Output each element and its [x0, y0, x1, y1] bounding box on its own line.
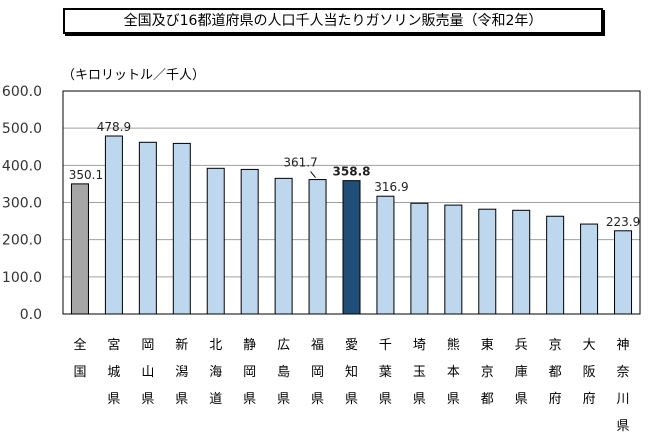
x-tick-label-char: 新	[175, 337, 188, 353]
x-tick-label-char: 岡	[311, 365, 324, 380]
x-tick-label-char: 県	[107, 392, 120, 407]
x-tick-label-char: 玉	[413, 365, 426, 380]
x-tick-label-char: 阪	[583, 365, 596, 380]
bar	[206, 167, 225, 315]
y-tick-label: 200.0	[2, 233, 42, 249]
x-tick-label-char: 岡	[141, 338, 154, 353]
x-tick-label-char: 北	[209, 338, 222, 353]
x-tick-label-char: 県	[175, 392, 188, 407]
x-tick-label-char: 川	[617, 392, 630, 407]
x-tick-label-char: 県	[345, 392, 358, 407]
x-tick-label-char: 潟	[175, 365, 188, 380]
x-tick-label-char: 全	[73, 337, 86, 353]
y-tick-label: 0.0	[20, 307, 42, 323]
bar	[70, 183, 89, 315]
x-tick-label-char: 埼	[413, 338, 426, 353]
x-tick-label-char: 庫	[515, 365, 528, 380]
chart-title: 全国及び16都道府県の人口千人当たりガソリン販売量（令和2年）	[63, 8, 603, 34]
x-tick-label-char: 県	[617, 419, 630, 434]
bar	[376, 195, 395, 315]
x-tick-label-char: 岡	[243, 365, 256, 380]
y-tick-label: 100.0	[2, 270, 42, 286]
x-tick-label-char: 道	[209, 392, 222, 407]
data-label: 358.8	[333, 165, 371, 179]
bar	[342, 180, 361, 315]
data-label: 478.9	[97, 120, 131, 134]
x-tick-label-char: 府	[549, 392, 562, 407]
x-tick-label-char: 京	[549, 338, 562, 353]
bar	[138, 141, 157, 315]
bar	[478, 208, 497, 315]
bar	[614, 230, 633, 315]
y-tick-label: 300.0	[2, 196, 42, 212]
data-label: 350.1	[69, 168, 103, 182]
x-tick-label-char: 城	[107, 365, 120, 380]
x-tick-label-char: 県	[243, 392, 256, 407]
x-tick-label-char: 東	[481, 337, 494, 353]
x-tick-label-char: 都	[481, 392, 494, 407]
bar	[240, 168, 259, 315]
x-tick-label-char: 千	[379, 338, 392, 353]
y-tick-label: 600.0	[2, 84, 42, 100]
bar	[104, 135, 123, 315]
data-label: 316.9	[374, 180, 408, 194]
bar	[172, 142, 191, 315]
x-tick-label-char: 愛	[345, 338, 358, 353]
x-tick-label-char: 宮	[107, 337, 120, 353]
x-tick-label-char: 国	[73, 365, 86, 380]
x-tick-label-char: 県	[141, 392, 154, 407]
x-tick-label-char: 静	[243, 338, 256, 353]
y-axis-label: （キロリットル／千人）	[62, 68, 205, 83]
x-tick-label-char: 山	[141, 365, 154, 380]
bar	[444, 204, 463, 315]
x-tick-label-char: 福	[311, 338, 324, 353]
bar	[580, 223, 599, 315]
x-tick-label-char: 府	[583, 392, 596, 407]
leader-line	[310, 171, 316, 178]
x-tick-label-char: 京	[481, 365, 494, 380]
bar	[512, 209, 531, 315]
data-label: 223.9	[606, 215, 640, 229]
bar	[546, 215, 565, 315]
x-tick-label-char: 県	[447, 392, 460, 407]
y-tick-label: 500.0	[2, 121, 42, 137]
x-tick-label-char: 葉	[379, 365, 392, 380]
x-tick-label-char: 大	[583, 338, 596, 353]
x-tick-label-char: 県	[311, 392, 324, 407]
x-tick-label-char: 県	[515, 392, 528, 407]
x-tick-label-char: 奈	[617, 365, 630, 380]
x-tick-label-char: 県	[413, 392, 426, 407]
bar	[410, 202, 429, 315]
bar	[308, 179, 327, 315]
x-tick-label-char: 海	[209, 365, 222, 380]
x-tick-label-char: 知	[345, 364, 358, 380]
x-tick-label-char: 県	[277, 392, 290, 407]
x-tick-label-char: 広	[277, 338, 290, 353]
x-tick-label-char: 神	[617, 338, 630, 353]
x-tick-label-char: 県	[379, 392, 392, 407]
y-tick-label: 400.0	[2, 158, 42, 174]
x-tick-label-char: 都	[549, 365, 562, 380]
x-tick-label-char: 島	[277, 365, 290, 380]
data-label: 361.7	[283, 156, 317, 170]
bar	[274, 177, 293, 315]
x-tick-label-char: 熊	[447, 337, 460, 353]
x-tick-label-char: 本	[447, 365, 460, 380]
x-tick-label-char: 兵	[515, 338, 528, 353]
